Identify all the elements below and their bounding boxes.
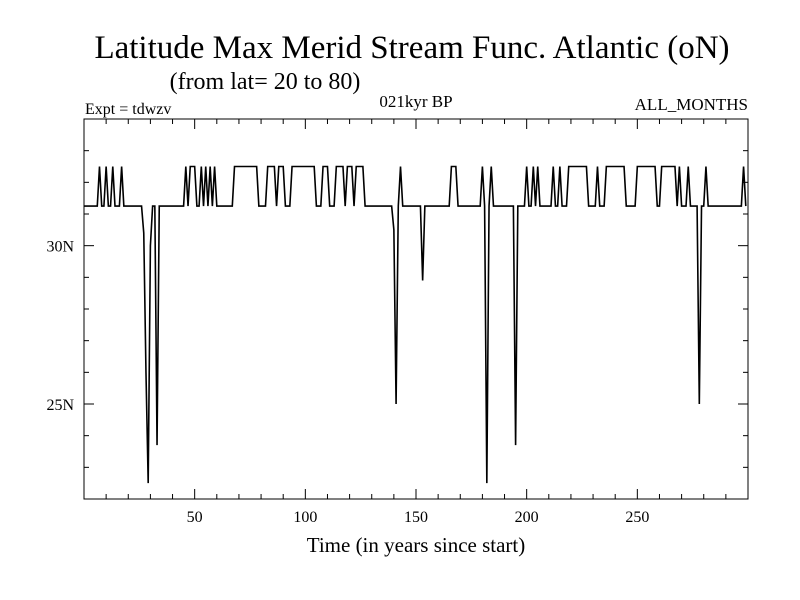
series-line bbox=[84, 165, 747, 484]
x-tick-label: 250 bbox=[625, 509, 649, 526]
x-tick-label: 50 bbox=[187, 509, 203, 526]
experiment-label: Expt = tdwzv bbox=[85, 101, 171, 118]
chart-subtitle: (from lat= 20 to 80) bbox=[170, 69, 361, 95]
x-tick-label: 200 bbox=[515, 509, 539, 526]
y-tick-label: 25N bbox=[46, 397, 74, 414]
y-axis-ticks bbox=[84, 150, 748, 468]
x-axis-label: Time (in years since start) bbox=[307, 533, 526, 557]
plot-frame bbox=[83, 118, 749, 500]
x-tick-label: 100 bbox=[293, 509, 317, 526]
x-axis-tick-labels: 50 100 150 200 250 bbox=[187, 509, 650, 526]
x-tick-label: 150 bbox=[404, 509, 428, 526]
x-axis-ticks bbox=[105, 119, 727, 499]
months-label: ALL_MONTHS bbox=[635, 95, 748, 114]
y-tick-label: 30N bbox=[46, 239, 74, 256]
period-label: 021kyr BP bbox=[379, 92, 452, 111]
chart-title: Latitude Max Merid Stream Func. Atlantic… bbox=[94, 30, 729, 66]
y-axis-tick-labels: 25N 30N bbox=[46, 239, 74, 414]
